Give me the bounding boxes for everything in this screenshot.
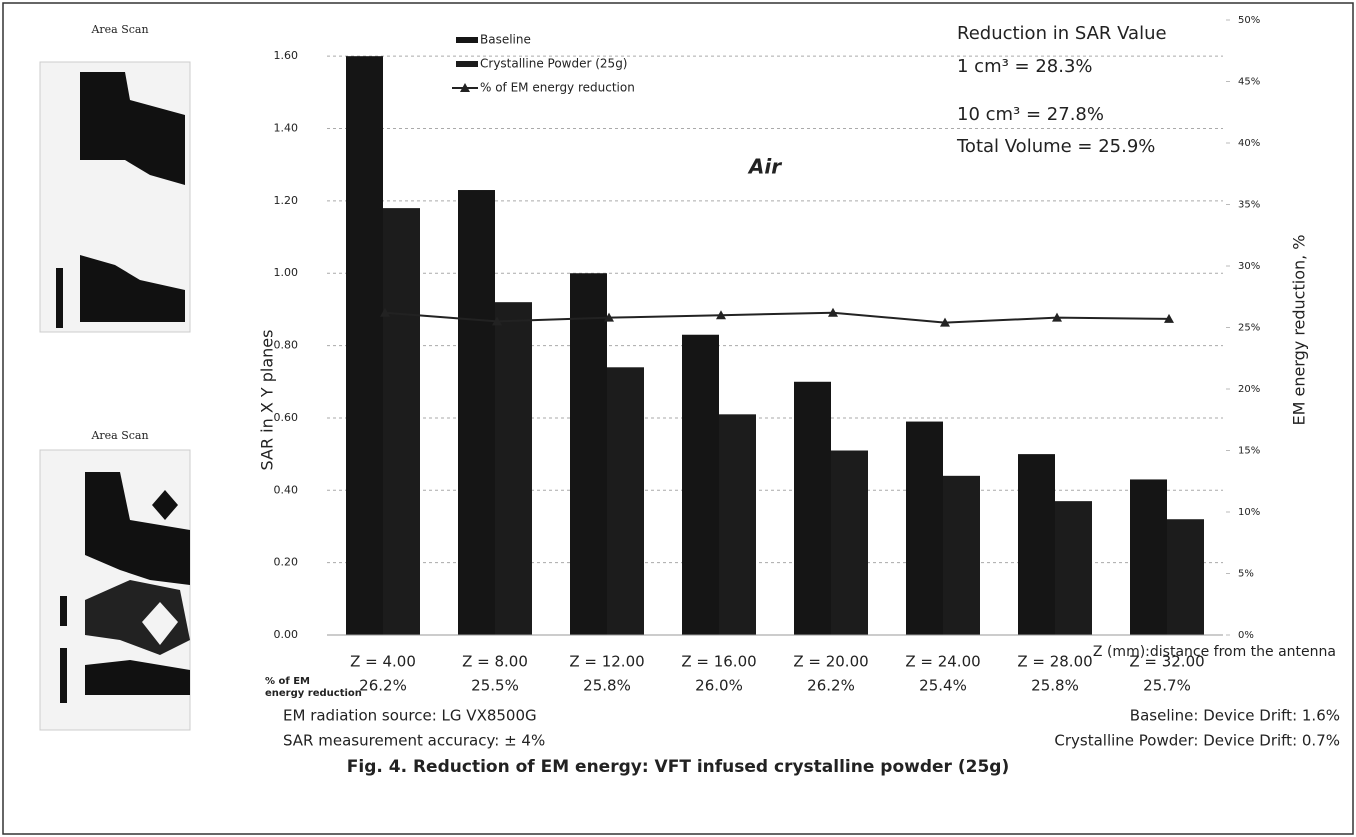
x-tick-label: Z = 32.00: [1129, 653, 1204, 671]
bar: [346, 56, 383, 635]
y2-tick-label: 0%: [1238, 630, 1254, 641]
bar: [682, 335, 719, 635]
data-label: 25.4%: [919, 677, 967, 695]
y2-tick-label: 30%: [1238, 261, 1260, 272]
bar: [794, 382, 831, 635]
bar: [719, 414, 756, 635]
data-label: 25.5%: [471, 677, 519, 695]
y-tick-label: 1.40: [274, 122, 299, 135]
legend-swatch: [456, 61, 478, 67]
x-tick-label: Z = 8.00: [462, 653, 528, 671]
bar: [570, 273, 607, 635]
thumbnail-label: Area Scan: [90, 429, 148, 442]
annotation: 1 cm³ = 28.3%: [957, 56, 1093, 77]
caption: Fig. 4. Reduction of EM energy: VFT infu…: [347, 757, 1009, 777]
bar: [1130, 479, 1167, 635]
y-tick-label: 0.20: [274, 556, 299, 569]
y-tick-label: 0.80: [274, 339, 299, 352]
y2-tick-label: 35%: [1238, 200, 1260, 211]
bar: [943, 476, 980, 635]
legend-swatch: [456, 37, 478, 43]
data-label: 25.7%: [1143, 677, 1191, 695]
y-tick-label: 0.40: [274, 483, 299, 496]
data-label: 26.0%: [695, 677, 743, 695]
y2-tick-label: 5%: [1238, 569, 1254, 580]
data-label: 26.2%: [807, 677, 855, 695]
note: Baseline: Device Drift: 1.6%: [1130, 707, 1340, 725]
y-tick-label: 1.20: [274, 194, 299, 207]
bar: [1167, 519, 1204, 635]
data-label: 25.8%: [583, 677, 631, 695]
y-tick-label: 1.60: [274, 49, 299, 62]
y2-tick-label: 40%: [1238, 138, 1260, 149]
x-tick-label: Z = 16.00: [681, 653, 756, 671]
table-label: energy reduction: [265, 688, 362, 699]
x-tick-label: Z = 28.00: [1017, 653, 1092, 671]
data-label: 25.8%: [1031, 677, 1079, 695]
annotation: Total Volume = 25.9%: [956, 136, 1155, 157]
thumbnail: [40, 450, 190, 730]
bar: [383, 208, 420, 635]
figure: Area Scan Area Scan Air SAR in X Y plane…: [0, 0, 1356, 837]
chart-title: Air: [747, 155, 782, 179]
x-tick-label: Z = 4.00: [350, 653, 416, 671]
y2-tick-label: 45%: [1238, 77, 1260, 88]
bar: [1055, 501, 1092, 635]
legend-label: % of EM energy reduction: [480, 81, 635, 95]
y2-tick-label: 10%: [1238, 507, 1260, 518]
legend-label: Baseline: [480, 33, 531, 47]
thumbnail: [40, 62, 190, 332]
y2-tick-label: 50%: [1238, 15, 1260, 26]
table-label: % of EM: [265, 676, 310, 687]
x-tick-label: Z = 24.00: [905, 653, 980, 671]
bar: [831, 451, 868, 636]
bar: [495, 302, 532, 635]
bar: [1018, 454, 1055, 635]
y-tick-label: 0.60: [274, 411, 299, 424]
y2-axis-label: EM energy reduction, %: [1290, 234, 1309, 425]
y-tick-label: 1.00: [274, 266, 299, 279]
note: SAR measurement accuracy: ± 4%: [283, 732, 545, 750]
thumbnail-label: Area Scan: [90, 23, 148, 36]
y2-tick-label: 15%: [1238, 446, 1260, 457]
annotation: Reduction in SAR Value: [957, 23, 1167, 44]
annotation: 10 cm³ = 27.8%: [957, 104, 1104, 125]
note: Crystalline Powder: Device Drift: 0.7%: [1054, 732, 1340, 750]
bar: [906, 422, 943, 635]
bar: [458, 190, 495, 635]
bar: [607, 367, 644, 635]
y2-tick-label: 20%: [1238, 384, 1260, 395]
x-tick-label: Z = 12.00: [569, 653, 644, 671]
y-tick-label: 0.00: [274, 628, 299, 641]
x-tick-label: Z = 20.00: [793, 653, 868, 671]
y2-tick-label: 25%: [1238, 323, 1260, 334]
legend-label: Crystalline Powder (25g): [480, 57, 628, 71]
data-label: 26.2%: [359, 677, 407, 695]
note: EM radiation source: LG VX8500G: [283, 707, 537, 725]
